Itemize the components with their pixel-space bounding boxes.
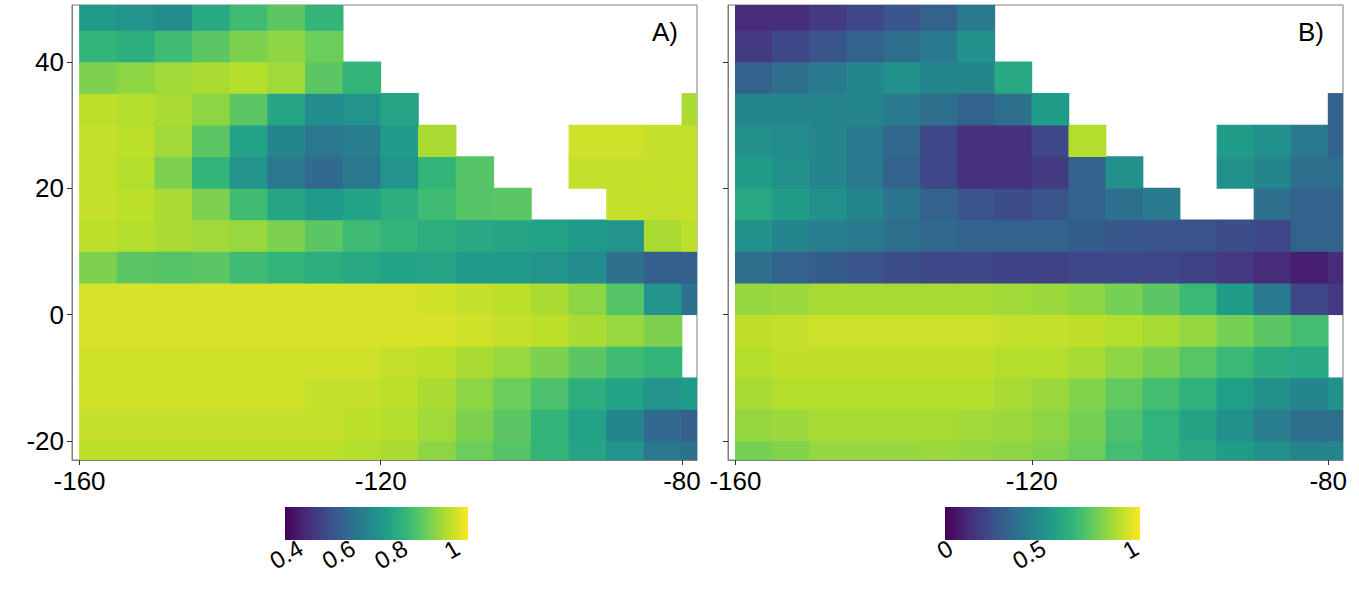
svg-text:-120: -120	[355, 466, 407, 496]
svg-text:-120: -120	[1006, 466, 1058, 496]
svg-text:-80: -80	[1309, 466, 1347, 496]
svg-text:-80: -80	[663, 466, 701, 496]
svg-text:0.5: 0.5	[1008, 534, 1050, 574]
svg-text:0: 0	[50, 300, 64, 330]
svg-text:-160: -160	[709, 466, 761, 496]
svg-text:1: 1	[1118, 534, 1143, 565]
svg-text:40: 40	[35, 47, 64, 77]
svg-text:-20: -20	[26, 426, 64, 456]
svg-text:B): B)	[1298, 17, 1324, 47]
svg-text:0: 0	[932, 534, 958, 565]
svg-text:A): A)	[652, 17, 678, 47]
svg-text:0.6: 0.6	[317, 534, 359, 574]
svg-text:-160: -160	[54, 466, 106, 496]
svg-text:0.8: 0.8	[370, 534, 412, 574]
svg-text:0.4: 0.4	[265, 534, 307, 574]
svg-text:1: 1	[439, 534, 465, 565]
svg-text:20: 20	[35, 173, 64, 203]
